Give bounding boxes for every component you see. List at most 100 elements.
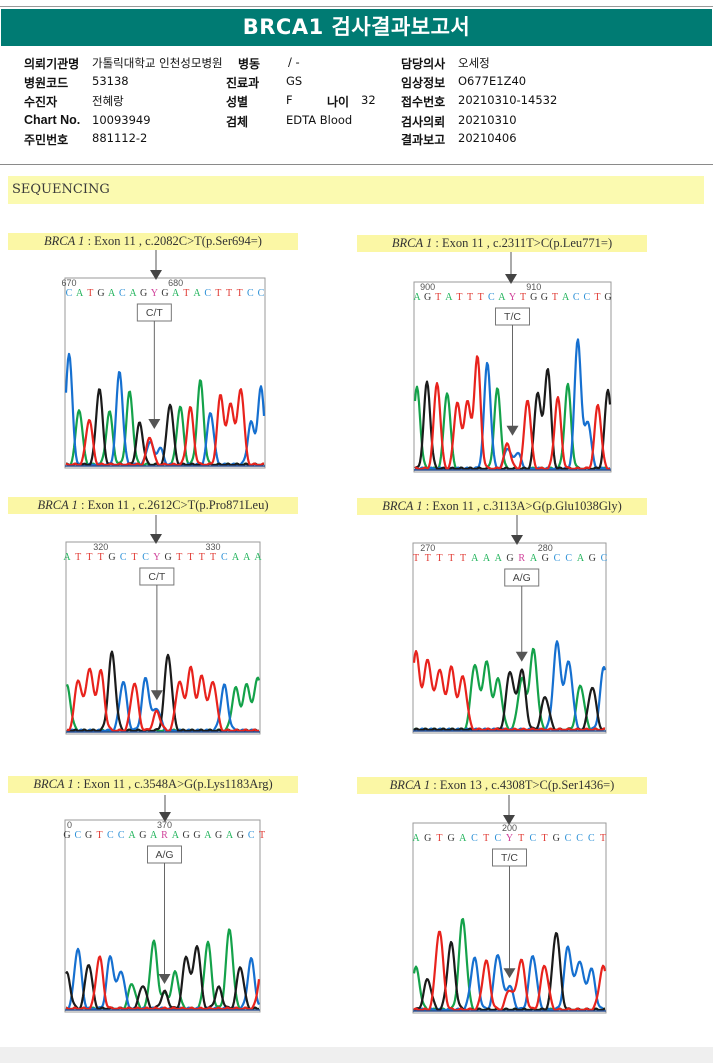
base-call: G: [542, 553, 549, 564]
base-call: C: [107, 830, 114, 841]
base-call: Y: [509, 292, 516, 303]
arrow-down-icon: [159, 812, 171, 822]
base-call: A: [562, 292, 570, 303]
base-call: C: [488, 292, 495, 303]
base-call: Y: [151, 288, 158, 299]
info-value: / -: [288, 55, 300, 69]
base-call: C: [204, 288, 211, 299]
base-call: C: [248, 830, 255, 841]
gene-name: BRCA 1: [391, 236, 433, 250]
variant-change: c.2311T>C(p.Leu771=): [492, 236, 613, 250]
info-value: 가톨릭대학교 인천성모병원: [92, 56, 223, 70]
base-call: T: [542, 833, 548, 844]
genotype-call-label: C/T: [146, 307, 164, 319]
base-call: C: [221, 552, 228, 563]
info-value: F: [286, 93, 293, 107]
trace-T: [66, 665, 260, 733]
base-call: T: [413, 553, 419, 564]
variant-change: c.3548A>G(p.Lys1183Arg): [134, 777, 273, 791]
base-call: T: [478, 292, 484, 303]
base-call: C: [258, 288, 265, 299]
base-call: G: [85, 830, 92, 841]
variant-caption: BRCA 1 : Exon 11 , c.3548A>G(p.Lys1183Ar…: [8, 776, 298, 793]
exon: Exon 13: [439, 778, 482, 792]
base-call: R: [518, 553, 525, 564]
position-tick-label: 330: [206, 542, 221, 552]
base-call: G: [161, 288, 168, 299]
genotype-call-label: T/C: [504, 311, 521, 323]
base-call: C: [247, 288, 254, 299]
info-value: 20210406: [458, 131, 517, 145]
base-call: R: [161, 830, 168, 841]
gene-name: BRCA 1: [37, 498, 78, 512]
base-call: T: [436, 833, 442, 844]
base-call: A: [577, 553, 585, 564]
base-call: T: [483, 833, 489, 844]
trace-T: [412, 650, 606, 732]
gene-name: BRCA 1: [382, 499, 423, 513]
base-call: A: [243, 552, 251, 563]
arrow-down-icon: [503, 815, 515, 825]
info-value: 881112-2: [92, 131, 148, 145]
base-call: G: [63, 830, 70, 841]
base-call: C: [530, 833, 537, 844]
exon: Exon 11: [87, 498, 130, 512]
base-call: A: [445, 292, 453, 303]
info-value: EDTA Blood: [286, 113, 353, 127]
variant-change: c.4308T>C(p.Ser1436=): [491, 778, 615, 792]
base-call: T: [594, 292, 600, 303]
base-call: T: [237, 288, 243, 299]
base-call: A: [108, 288, 116, 299]
base-call: G: [97, 288, 104, 299]
position-tick-label: 680: [168, 278, 183, 288]
info-value: 10093949: [92, 113, 151, 127]
info-label: 성별: [226, 95, 249, 109]
base-call: C: [565, 553, 572, 564]
trace-G: [65, 388, 265, 467]
trace-T: [65, 955, 261, 1011]
variant-caption: BRCA 1 : Exon 11 , c.2612C>T(p.Pro871Leu…: [8, 497, 298, 514]
base-call: T: [188, 552, 194, 563]
variant-change: c.2612C>T(p.Pro871Leu): [138, 498, 269, 512]
base-call: T: [467, 292, 473, 303]
info-value: O677E1Z40: [458, 74, 527, 88]
trace-T: [414, 355, 611, 471]
base-call: T: [435, 292, 441, 303]
genotype-call-label: T/C: [501, 852, 518, 864]
genotype-call-label: A/G: [155, 849, 173, 861]
base-call: T: [210, 552, 216, 563]
base-call: G: [108, 552, 115, 563]
base-call: T: [425, 553, 431, 564]
top-edge: [0, 0, 713, 7]
base-call: G: [183, 830, 190, 841]
base-call: G: [530, 292, 537, 303]
base-call: C: [576, 833, 583, 844]
position-tick-label: 200: [502, 823, 517, 833]
base-call: A: [495, 553, 503, 564]
variant-change: c.3113A>G(p.Glu1038Gly): [483, 499, 622, 513]
trace-T: [65, 388, 265, 467]
base-call: C: [588, 833, 595, 844]
variant-caption: BRCA 1 : Exon 11 , c.2082C>T(p.Ser694=): [8, 233, 298, 250]
base-call: C: [565, 833, 572, 844]
base-call: Y: [153, 552, 160, 563]
info-label: 의뢰기관명: [24, 57, 80, 71]
base-call: T: [552, 292, 558, 303]
info-label: 담당의사: [401, 57, 446, 71]
base-call: T: [456, 292, 462, 303]
arrow-down-icon: [515, 651, 528, 662]
base-call: Y: [506, 833, 513, 844]
info-value: 53138: [92, 74, 129, 88]
base-call: C: [119, 288, 126, 299]
base-call: T: [86, 552, 92, 563]
base-call: C: [118, 830, 125, 841]
base-call: T: [98, 552, 104, 563]
base-call: G: [506, 553, 513, 564]
gene-name: BRCA 1: [44, 234, 85, 248]
base-call: A: [483, 553, 491, 564]
base-call: A: [193, 288, 201, 299]
exon: Exon 11: [94, 234, 136, 248]
base-call: T: [259, 830, 265, 841]
position-tick-label: 670: [61, 278, 76, 288]
